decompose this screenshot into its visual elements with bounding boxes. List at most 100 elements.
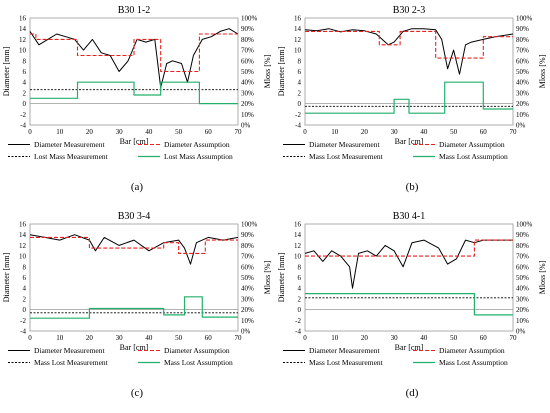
panel-caption: (b)	[406, 181, 419, 193]
x-tick-label: 20	[86, 334, 94, 342]
series-line-2	[30, 236, 238, 254]
y-tick-label: 6	[23, 274, 27, 282]
y2-tick-label: 20%	[516, 306, 529, 314]
y-tick-label: 2	[23, 295, 27, 303]
x-tick-label: 10	[331, 334, 339, 342]
y-tick-label: 16	[19, 15, 27, 23]
y-tick-label: -4	[295, 328, 301, 336]
y2-tick-label: 50%	[241, 274, 254, 282]
y-tick-label: 6	[298, 68, 302, 76]
y2-tick-label: 10%	[516, 111, 529, 119]
legend-entry: Diameter Assumption	[439, 140, 505, 149]
legend-entry: Lost Mass Measurement	[34, 152, 109, 161]
x-tick-label: 70	[235, 334, 243, 342]
y2-tick-label: 60%	[516, 263, 529, 271]
y-tick-label: 4	[23, 285, 27, 293]
y2-axis-label: Mloss [%]	[538, 54, 547, 88]
x-tick-label: 70	[510, 128, 518, 136]
y2-axis-label: Mloss [%]	[263, 54, 272, 88]
y2-tick-label: 30%	[241, 295, 254, 303]
y-tick-label: -4	[20, 122, 26, 130]
y-tick-label: 8	[23, 263, 27, 271]
y-tick-label: 10	[294, 47, 302, 55]
legend-entry: Lost Mass Assumption	[164, 152, 233, 161]
legend-entry: Diameter Measurement	[309, 346, 381, 355]
y-tick-label: 0	[23, 306, 27, 314]
y2-tick-label: 70%	[241, 47, 254, 55]
y-tick-label: 14	[19, 25, 27, 33]
x-tick-label: 30	[391, 334, 399, 342]
y-tick-label: 10	[19, 47, 27, 55]
series-line-4	[305, 293, 513, 316]
y2-tick-label: 30%	[516, 89, 529, 97]
y-tick-label: 4	[298, 79, 302, 87]
x-tick-label: 30	[391, 128, 399, 136]
x-axis-label: Bar [cm]	[395, 137, 424, 146]
legend-entry: Mass Lost Measurement	[34, 358, 109, 367]
x-tick-label: 0	[28, 334, 32, 342]
y-tick-label: 14	[294, 25, 302, 33]
y-tick-label: -4	[20, 328, 26, 336]
x-tick-label: 30	[116, 334, 124, 342]
y-tick-label: 2	[298, 295, 302, 303]
y2-tick-label: 70%	[516, 47, 529, 55]
chart-panel-2: B30 2-3 -4 -2 0 2 4 6 8 10 12 14 16 0% 10% 20% 30% 40% 50…	[277, 5, 547, 193]
y2-tick-label: 70%	[241, 253, 254, 261]
plot-frame	[29, 223, 239, 332]
y2-tick-label: 100%	[516, 15, 533, 23]
y2-tick-label: 60%	[241, 57, 254, 65]
y-tick-label: -2	[295, 317, 301, 325]
y2-tick-label: 20%	[516, 100, 529, 108]
y-tick-label: -2	[20, 317, 26, 325]
legend-entry: Mass Lost Assumption	[164, 358, 233, 367]
plot-frame	[304, 17, 514, 126]
y-tick-label: 2	[298, 89, 302, 97]
y2-tick-label: 0%	[241, 328, 251, 336]
x-tick-label: 70	[235, 128, 243, 136]
y2-tick-label: 40%	[516, 79, 529, 87]
x-tick-label: 60	[205, 334, 213, 342]
y2-tick-label: 90%	[241, 231, 254, 239]
y-tick-label: 16	[294, 15, 302, 23]
chart-title: B30 1-2	[118, 5, 151, 16]
y2-tick-label: 100%	[241, 221, 258, 229]
y-tick-label: 8	[23, 57, 27, 65]
y-tick-label: 12	[294, 242, 302, 250]
y2-tick-label: 80%	[516, 36, 529, 44]
chart-panel-4: B30 4-1 -4 -2 0 2 4 6 8 10 12 14 16 0% 10% 20% 30% 40% 50…	[277, 211, 547, 399]
x-tick-label: 70	[510, 334, 518, 342]
series-line-4	[305, 81, 513, 114]
y-tick-label: 6	[23, 68, 27, 76]
y-axis-label: Diameter [mm]	[2, 252, 11, 302]
y-axis-label: Diameter [mm]	[277, 252, 286, 302]
x-tick-label: 20	[86, 128, 94, 136]
y2-tick-label: 60%	[241, 263, 254, 271]
y2-axis-label: Mloss [%]	[538, 260, 547, 294]
y-tick-label: 12	[19, 242, 27, 250]
y-tick-label: 6	[298, 274, 302, 282]
y2-tick-label: 50%	[516, 274, 529, 282]
y-tick-label: -2	[295, 111, 301, 119]
legend-entry: Diameter Measurement	[34, 140, 106, 149]
x-tick-label: 10	[56, 334, 64, 342]
y-tick-label: 14	[294, 231, 302, 239]
y-axis-label: Diameter [mm]	[2, 46, 11, 96]
x-tick-label: 60	[205, 128, 213, 136]
series-line-1	[304, 28, 514, 75]
y2-tick-label: 100%	[241, 15, 258, 23]
y2-tick-label: 70%	[516, 253, 529, 261]
y-tick-label: 16	[19, 221, 27, 229]
chart-title: B30 2-3	[393, 5, 426, 16]
x-tick-label: 40	[420, 334, 428, 342]
y2-tick-label: 80%	[241, 242, 254, 250]
chart-panel-3: B30 3-4 -4 -2 0 2 4 6 8 10 12 14 16 0% 10% 20% 30% 40% 50…	[2, 211, 272, 399]
panel-caption: (c)	[131, 387, 144, 399]
x-tick-label: 50	[175, 334, 183, 342]
x-tick-label: 0	[303, 334, 307, 342]
y-tick-label: 4	[23, 79, 27, 87]
series-line-2	[305, 30, 513, 59]
x-tick-label: 40	[420, 128, 428, 136]
x-tick-label: 60	[480, 128, 488, 136]
panel-caption: (d)	[406, 387, 419, 399]
